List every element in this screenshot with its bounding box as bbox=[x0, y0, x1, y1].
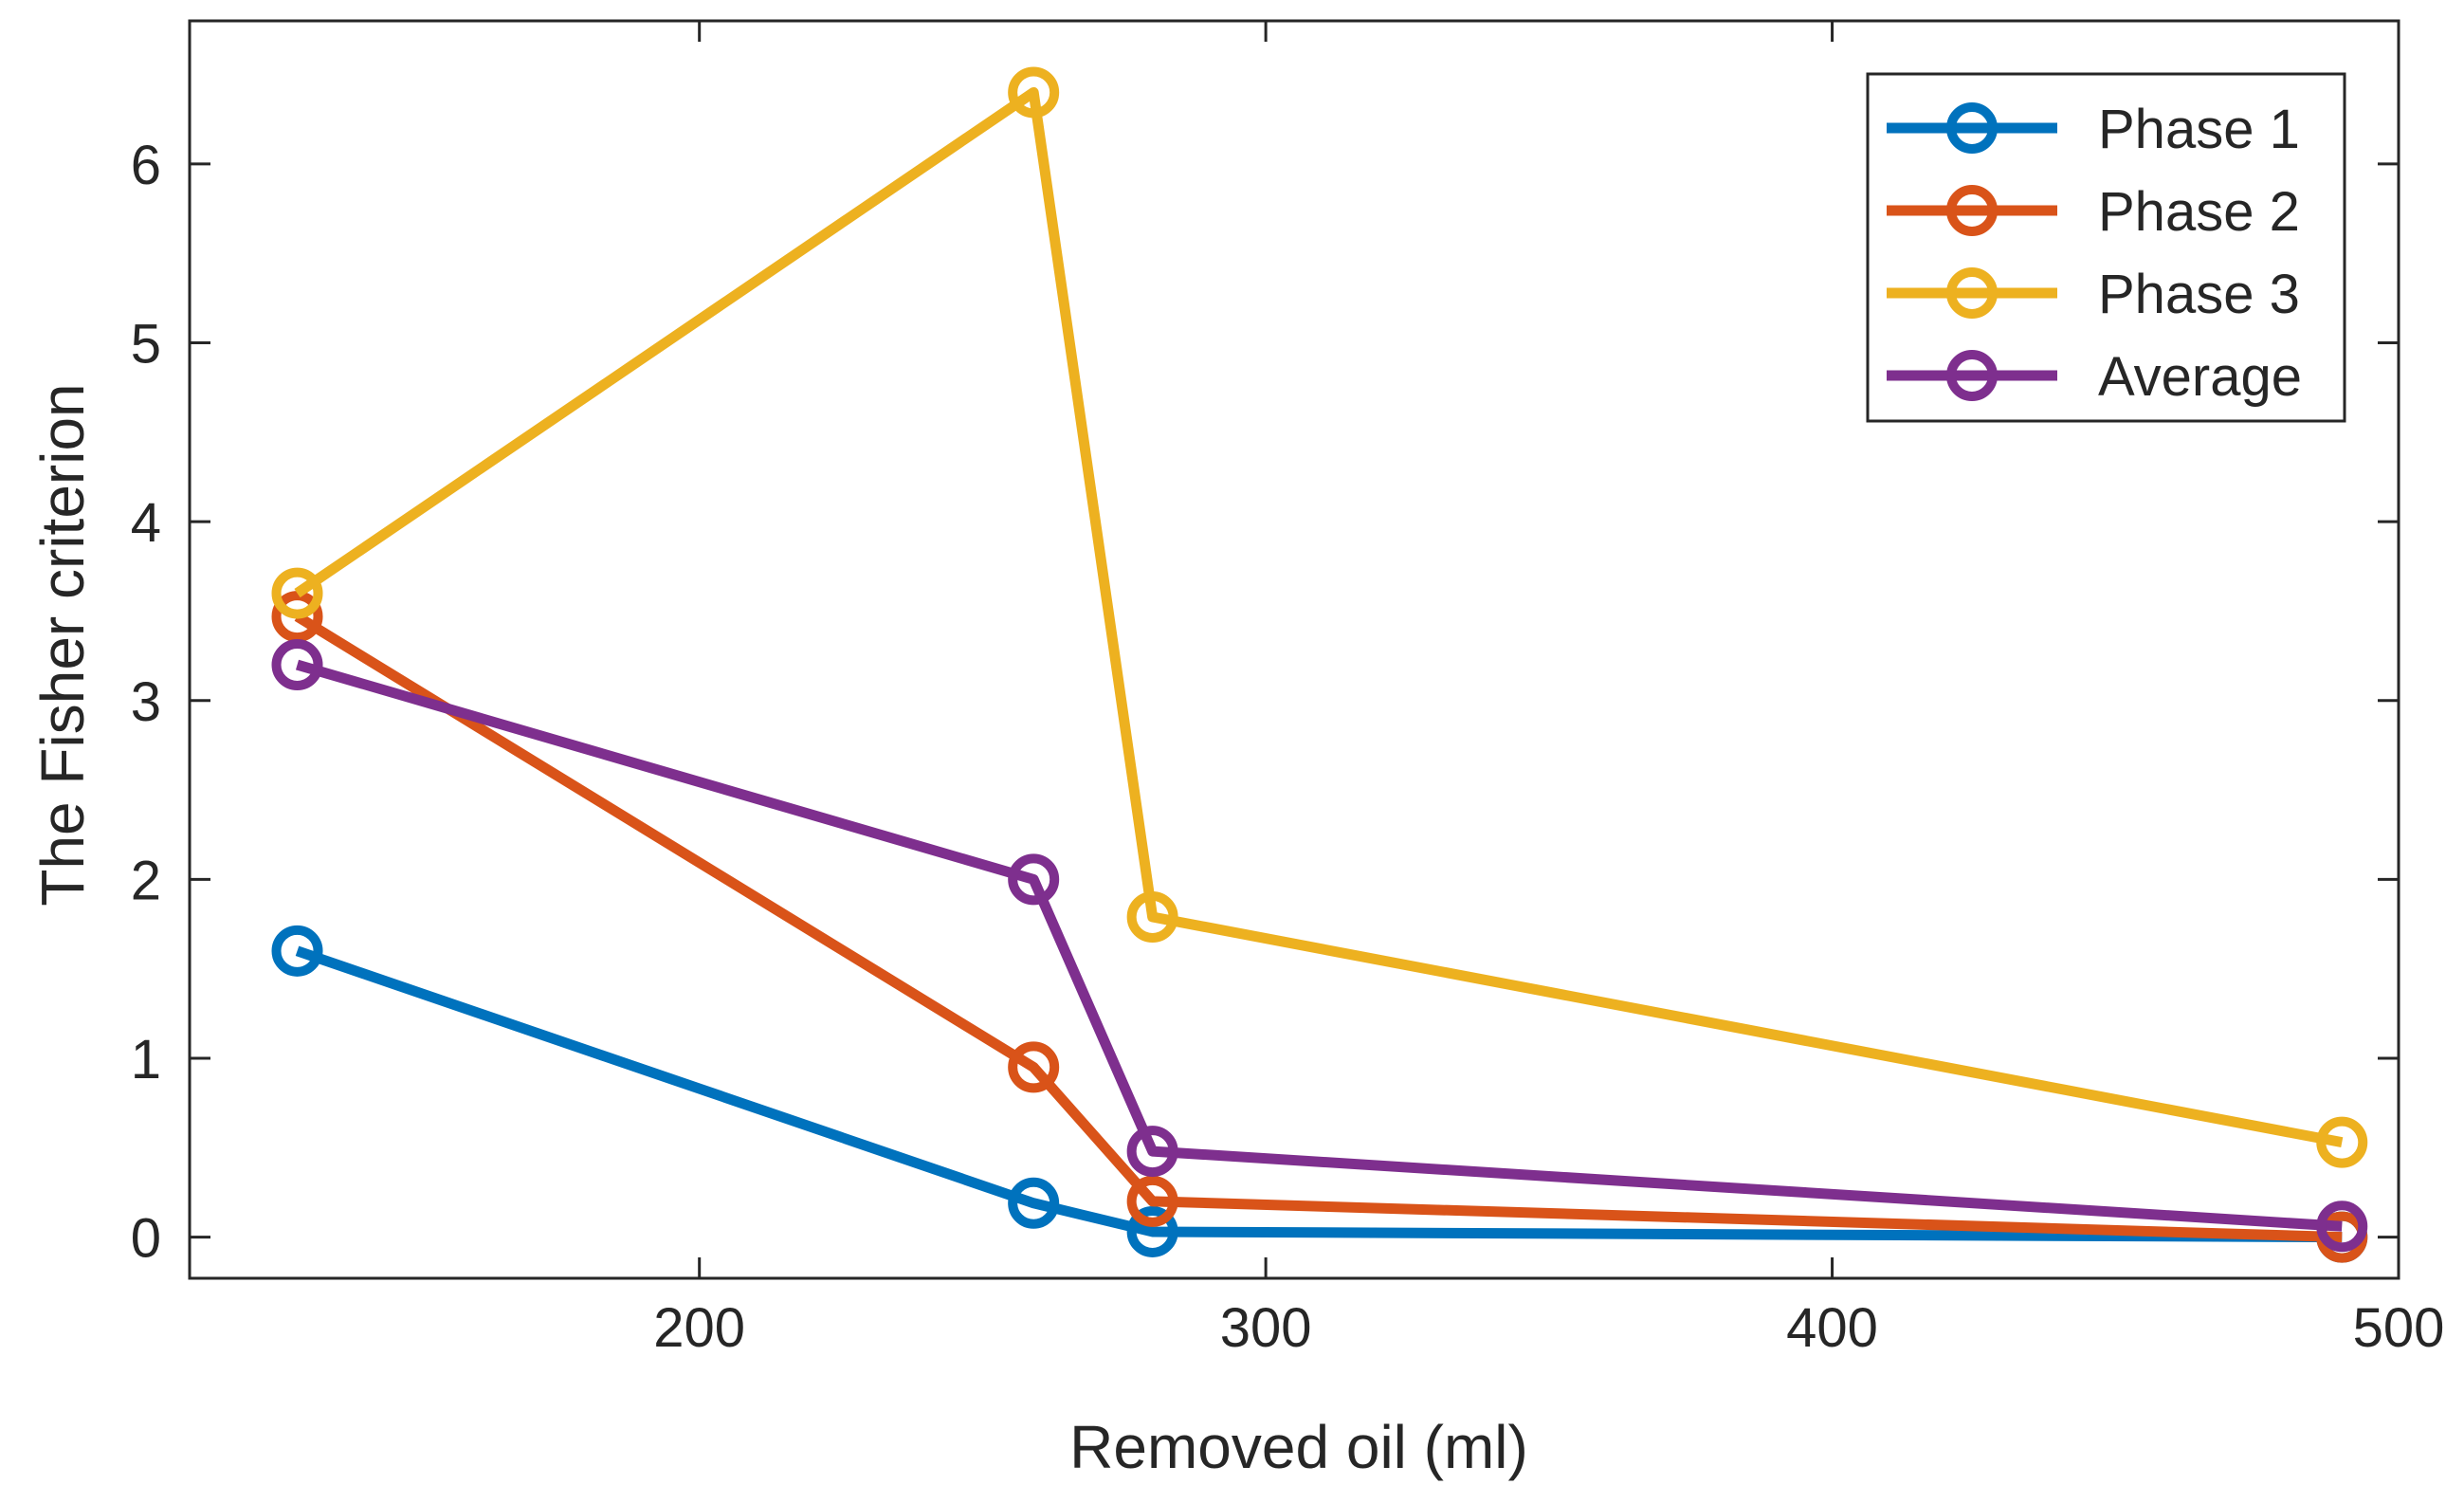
data-point-phase-1-1 bbox=[1008, 1177, 1060, 1229]
data-point-phase-2-2 bbox=[1126, 1175, 1178, 1227]
series-layer bbox=[271, 66, 2368, 1263]
x-tick-label-200: 200 bbox=[653, 1297, 745, 1359]
y-tick-label-3: 3 bbox=[131, 671, 161, 733]
x-tick-label-500: 500 bbox=[2353, 1297, 2445, 1359]
axes-layer: 200 300 400 500 0 1 2 3 4 5 6 bbox=[131, 19, 2445, 1359]
data-point-average-0 bbox=[271, 639, 323, 691]
legend-label-phase-2: Phase 2 bbox=[2098, 181, 2300, 243]
legend-marker-phase-1 bbox=[1946, 102, 1998, 154]
legend: Phase 1 Phase 2 Phase 3 Average bbox=[1866, 72, 2346, 423]
y-tick-label-4: 4 bbox=[131, 492, 161, 554]
data-point-phase-1-2 bbox=[1126, 1205, 1178, 1257]
legend-label-average: Average bbox=[2098, 346, 2302, 408]
legend-marker-average bbox=[1946, 350, 1998, 401]
series-line-phase-2 bbox=[294, 612, 2343, 1243]
series-phase-1 bbox=[271, 925, 2368, 1263]
x-tick-label-300: 300 bbox=[1220, 1297, 1312, 1359]
data-point-average-3 bbox=[2316, 1201, 2368, 1253]
legend-label-phase-3: Phase 3 bbox=[2098, 264, 2300, 325]
data-point-average-1 bbox=[1008, 853, 1060, 906]
data-point-phase-3-3 bbox=[2316, 1116, 2368, 1168]
data-point-phase-2-0 bbox=[271, 591, 323, 643]
data-point-phase-2-1 bbox=[1008, 1041, 1060, 1093]
y-tick-label-6: 6 bbox=[131, 135, 161, 196]
data-point-phase-3-2 bbox=[1126, 890, 1178, 943]
legend-marker-phase-3 bbox=[1946, 267, 1998, 319]
axes-box bbox=[188, 19, 2400, 1280]
x-axis-label: Removed oil (ml) bbox=[1069, 1413, 1528, 1481]
y-tick-label-2: 2 bbox=[131, 850, 161, 911]
series-line-phase-3 bbox=[294, 86, 2344, 1148]
data-point-phase-1-0 bbox=[271, 925, 323, 977]
y-axis-label: The Fisher criterion bbox=[28, 383, 97, 906]
data-point-phase-3-0 bbox=[271, 567, 323, 619]
data-point-average-2 bbox=[1126, 1126, 1178, 1178]
y-tick-label-1: 1 bbox=[131, 1029, 161, 1091]
data-point-phase-3-1 bbox=[1008, 66, 1060, 119]
y-tick-label-5: 5 bbox=[131, 314, 161, 376]
series-line-phase-1 bbox=[295, 945, 2343, 1243]
legend-label-phase-1: Phase 1 bbox=[2098, 99, 2300, 160]
series-average bbox=[271, 639, 2368, 1253]
x-tick-label-400: 400 bbox=[1786, 1297, 1878, 1359]
legend-marker-phase-2 bbox=[1946, 185, 1998, 236]
y-tick-label-0: 0 bbox=[131, 1208, 161, 1270]
series-line-average bbox=[295, 659, 2343, 1232]
series-phase-3 bbox=[271, 66, 2368, 1168]
